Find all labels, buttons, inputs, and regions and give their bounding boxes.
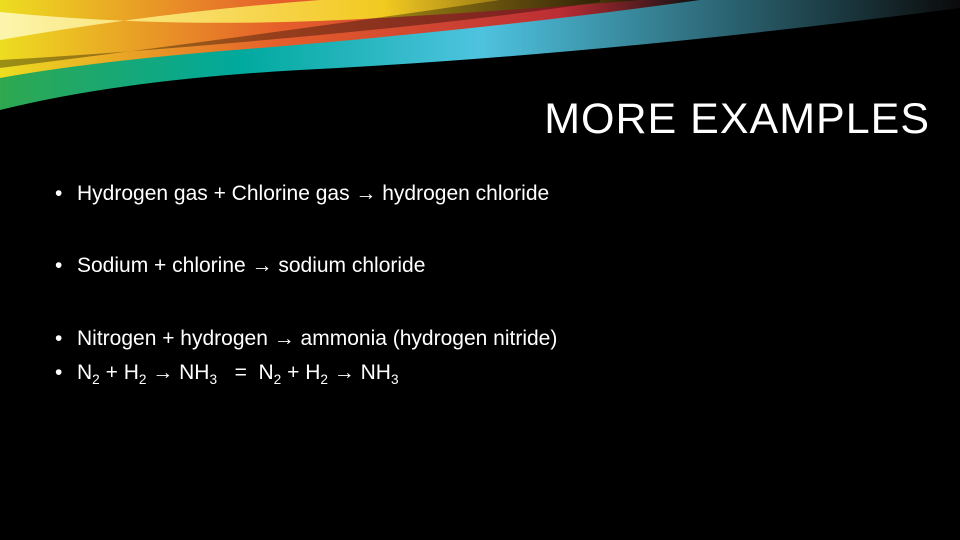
bullet-text: Hydrogen gas + Chlorine gas → hydrogen c… xyxy=(77,180,920,208)
bullet-marker: • xyxy=(55,325,77,353)
bullet-marker: • xyxy=(55,252,77,280)
bullet-item: •Sodium + chlorine → sodium chloride xyxy=(55,252,920,280)
bullet-list: •Hydrogen gas + Chlorine gas → hydrogen … xyxy=(55,180,920,393)
slide-title: MORE EXAMPLES xyxy=(544,95,930,144)
bullet-marker: • xyxy=(55,180,77,208)
bullet-text: Sodium + chlorine → sodium chloride xyxy=(77,252,920,280)
bullet-text: Nitrogen + hydrogen → ammonia (hydrogen … xyxy=(77,325,920,353)
bullet-marker: • xyxy=(55,359,77,387)
bullet-spacer xyxy=(55,214,920,252)
bullet-item: •Hydrogen gas + Chlorine gas → hydrogen … xyxy=(55,180,920,208)
bullet-spacer xyxy=(55,287,920,325)
bullet-item: •Nitrogen + hydrogen → ammonia (hydrogen… xyxy=(55,325,920,353)
bullet-item: •N2 + H2 → NH3 = N2 + H2 → NH3 xyxy=(55,359,920,387)
bullet-text: N2 + H2 → NH3 = N2 + H2 → NH3 xyxy=(77,359,920,387)
